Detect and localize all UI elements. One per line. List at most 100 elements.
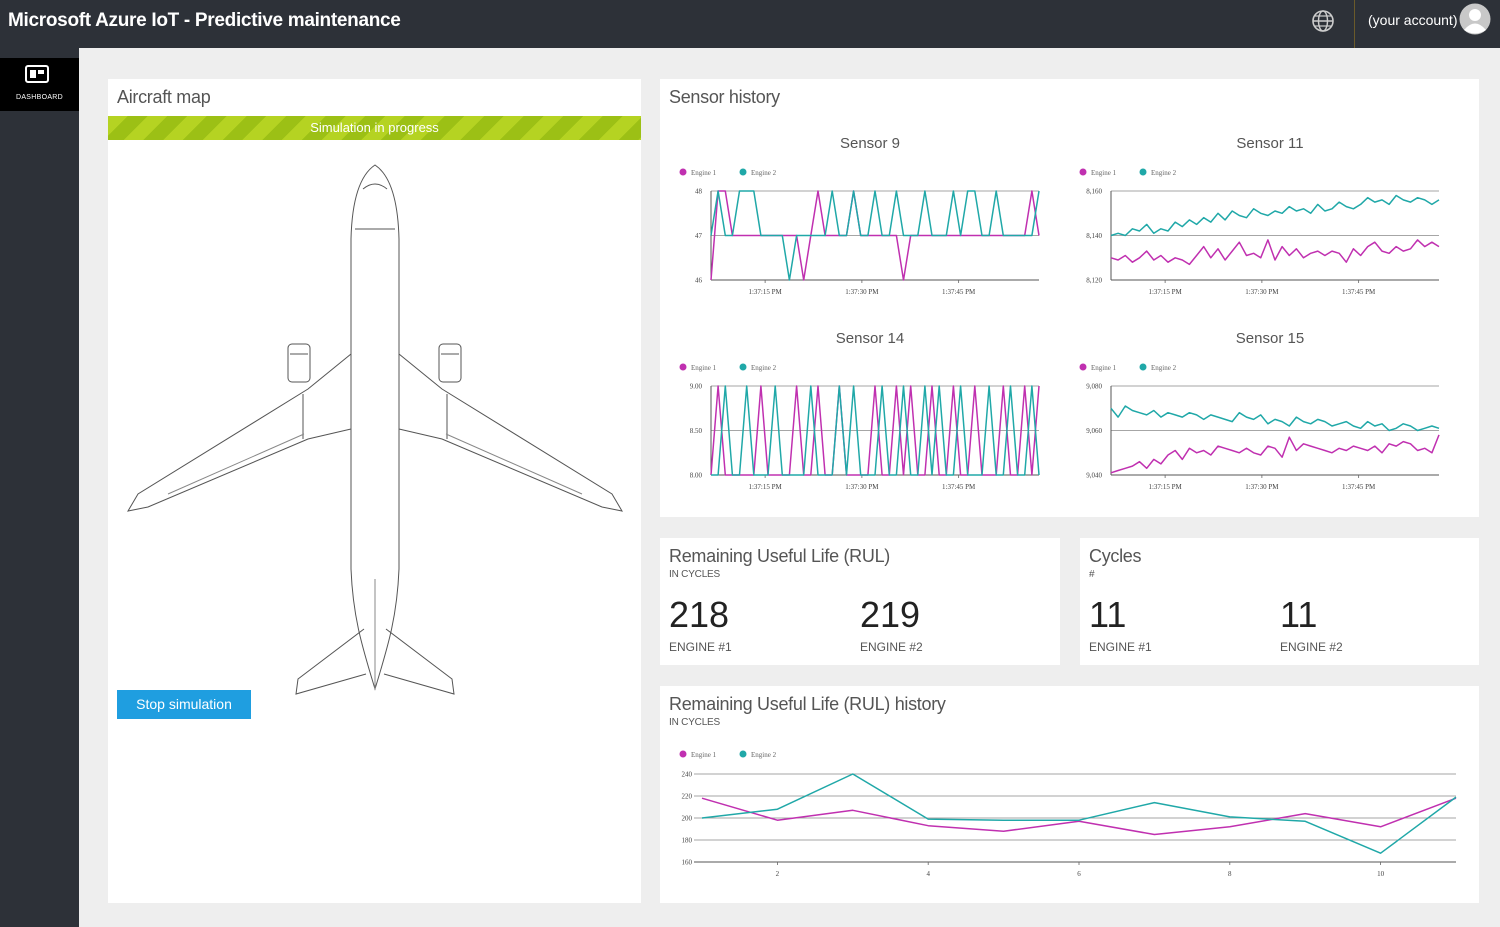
app-title: Microsoft Azure IoT - Predictive mainten…: [8, 10, 401, 31]
series-line-engine-1: [701, 797, 1457, 836]
panel-title: Remaining Useful Life (RUL) history: [669, 694, 946, 714]
simulation-status-banner: Simulation in progress: [108, 116, 641, 140]
legend-label: Engine 1: [1091, 364, 1117, 372]
legend-marker: [1139, 363, 1147, 371]
legend-label: Engine 2: [751, 751, 777, 759]
legend-marker: [679, 363, 687, 371]
rul-engine-1-label: ENGINE #1: [669, 640, 732, 654]
dashboard-icon: [25, 65, 49, 83]
sensor-14-chart: Engine 1 Engine 2 9.00 8.50 8.00 1:37:15 PM 1:…: [679, 363, 1040, 491]
y-tick-label: 240: [682, 771, 693, 779]
y-tick-label: 200: [682, 815, 693, 823]
nav-item-label: DASHBOARD: [15, 94, 64, 101]
y-tick-label: 8,140: [1086, 232, 1102, 240]
legend-label: Engine 2: [751, 364, 777, 372]
y-tick-label: 9,040: [1086, 472, 1102, 480]
account-name[interactable]: (your account): [1368, 12, 1458, 28]
account-divider: [1354, 0, 1355, 48]
cycles-panel: Cycles # 11 ENGINE #1 11 ENGINE #2: [1080, 538, 1479, 665]
sensor-14-title: Sensor 14: [835, 330, 905, 347]
legend-label: Engine 1: [691, 751, 717, 759]
x-tick-label: 4: [926, 870, 930, 878]
cycles-engine-2-value: 11: [1280, 594, 1318, 635]
x-tick-label: 1:37:15 PM: [748, 483, 782, 491]
y-tick-label: 8.50: [690, 427, 703, 435]
panel-caption: IN CYCLES: [669, 569, 720, 580]
x-tick-label: 1:37:15 PM: [1148, 483, 1182, 491]
x-tick-label: 1:37:45 PM: [942, 288, 976, 296]
y-tick-label: 9,080: [1086, 383, 1102, 391]
globe-icon[interactable]: [1310, 8, 1336, 34]
sensor-9-title: Sensor 9: [839, 135, 901, 152]
sensor-15-chart: Engine 1 Engine 2 9,080 9,060 9,040 1:37:15 P…: [1079, 363, 1440, 491]
y-tick-label: 220: [682, 793, 693, 801]
series-line-engine-2: [711, 385, 1040, 476]
rul-engine-2-label: ENGINE #2: [860, 640, 923, 654]
panel-title: Aircraft map: [117, 87, 211, 107]
cycles-engine-2-label: ENGINE #2: [1280, 640, 1343, 654]
left-nav: DASHBOARD: [0, 48, 79, 927]
y-tick-label: 8,160: [1086, 188, 1102, 196]
legend-marker: [1139, 168, 1147, 176]
x-tick-label: 6: [1077, 870, 1081, 878]
y-tick-label: 47: [695, 232, 703, 240]
sensor-history-panel: Sensor history Sensor 9 Engine 1 Engine 2…: [660, 79, 1479, 517]
top-bar: Microsoft Azure IoT - Predictive mainten…: [0, 0, 1500, 48]
panel-caption: IN CYCLES: [669, 717, 720, 728]
sensor-9-chart: Engine 1 Engine 2 48 47 46 1:37:15 PM 1:37:30 …: [679, 168, 1040, 296]
legend-marker: [1079, 168, 1087, 176]
series-line-engine-2: [710, 190, 1040, 281]
y-tick-label: 8.00: [690, 472, 703, 480]
aircraft-diagram: [127, 164, 623, 695]
series-line-engine-1: [1110, 239, 1440, 266]
panel-title: Remaining Useful Life (RUL): [669, 546, 890, 566]
series-line-engine-2: [701, 773, 1457, 854]
cycles-engine-1-label: ENGINE #1: [1089, 640, 1152, 654]
series-line-engine-2: [1110, 194, 1440, 237]
rul-history-panel: Remaining Useful Life (RUL) history IN C…: [660, 686, 1479, 903]
x-tick-label: 1:37:45 PM: [1342, 483, 1376, 491]
x-tick-label: 8: [1228, 870, 1232, 878]
legend-label: Engine 2: [1151, 169, 1177, 177]
x-tick-label: 1:37:30 PM: [1245, 288, 1279, 296]
x-tick-label: 1:37:15 PM: [1148, 288, 1182, 296]
series-line-engine-1: [710, 385, 1040, 476]
y-tick-label: 46: [695, 277, 703, 285]
x-tick-label: 1:37:30 PM: [845, 288, 879, 296]
rul-engine-1-value: 218: [669, 594, 730, 635]
legend-marker: [739, 168, 747, 176]
y-tick-label: 160: [682, 859, 693, 867]
legend-label: Engine 1: [1091, 169, 1117, 177]
cycles-engine-1-value: 11: [1089, 594, 1127, 635]
y-tick-label: 48: [695, 188, 703, 196]
rul-engine-2-value: 219: [860, 594, 921, 635]
nav-item-dashboard[interactable]: DASHBOARD: [0, 58, 79, 111]
rul-history-chart: Engine 1 Engine 2 240 220 200 180 160 2 4 6 8 10: [679, 750, 1457, 878]
panel-title: Sensor history: [669, 87, 780, 107]
aircraft-map-panel: Aircraft map Simulation in progress: [108, 79, 641, 903]
y-tick-label: 180: [682, 837, 693, 845]
panel-title: Cycles: [1089, 546, 1142, 566]
series-line-engine-2: [1110, 405, 1440, 432]
legend-marker: [679, 750, 687, 758]
y-tick-label: 9,060: [1086, 427, 1102, 435]
y-tick-label: 8,120: [1086, 277, 1102, 285]
sensor-11-chart: Engine 1 Engine 2 8,160 8,140 8,120 1:37:15 P…: [1079, 168, 1440, 296]
sensor-11-title: Sensor 11: [1236, 135, 1304, 152]
y-tick-label: 9.00: [690, 383, 703, 391]
x-tick-label: 2: [776, 870, 780, 878]
x-tick-label: 10: [1377, 870, 1385, 878]
x-tick-label: 1:37:45 PM: [942, 483, 976, 491]
x-tick-label: 1:37:45 PM: [1342, 288, 1376, 296]
legend-label: Engine 2: [751, 169, 777, 177]
legend-label: Engine 1: [691, 364, 717, 372]
legend-marker: [739, 750, 747, 758]
legend-marker: [1079, 363, 1087, 371]
user-avatar-icon[interactable]: [1459, 3, 1491, 35]
x-tick-label: 1:37:15 PM: [748, 288, 782, 296]
sensor-15-title: Sensor 15: [1235, 330, 1305, 347]
rul-panel: Remaining Useful Life (RUL) IN CYCLES 21…: [660, 538, 1060, 665]
legend-label: Engine 2: [1151, 364, 1177, 372]
legend-marker: [739, 363, 747, 371]
stop-simulation-button[interactable]: Stop simulation: [117, 690, 251, 719]
